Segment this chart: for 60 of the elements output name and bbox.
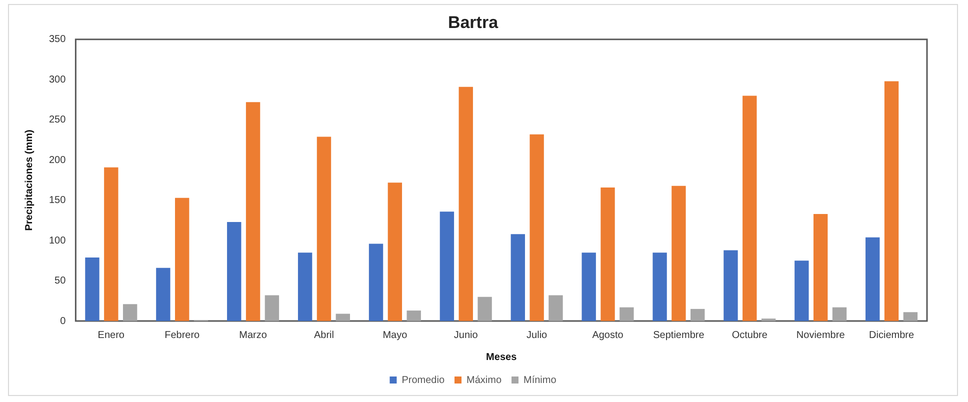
bar bbox=[122, 304, 138, 321]
bar bbox=[832, 307, 847, 321]
x-tick-label: Octubre bbox=[732, 330, 768, 341]
x-tick-label: Enero bbox=[98, 330, 125, 341]
chart-title: Bartra bbox=[448, 12, 499, 32]
x-tick-label: Junio bbox=[454, 330, 478, 341]
bar bbox=[316, 136, 332, 321]
bar bbox=[652, 252, 667, 321]
legend-label: Mínimo bbox=[524, 374, 557, 386]
bar bbox=[175, 198, 190, 321]
bar bbox=[156, 268, 170, 321]
bar bbox=[724, 250, 738, 321]
bar bbox=[690, 308, 705, 321]
bar bbox=[582, 252, 596, 321]
y-tick-label: 150 bbox=[48, 195, 66, 206]
x-axis-title: Meses bbox=[486, 352, 518, 363]
bar bbox=[478, 296, 492, 321]
y-tick-label: 350 bbox=[48, 34, 66, 46]
bar bbox=[530, 134, 544, 321]
bar bbox=[866, 237, 880, 321]
x-tick-label: Noviembre bbox=[796, 330, 846, 341]
bar bbox=[264, 295, 280, 321]
x-tick-label: Marzo bbox=[239, 330, 268, 341]
bar bbox=[406, 310, 421, 321]
bar bbox=[620, 307, 634, 321]
y-tick-label: 100 bbox=[48, 235, 66, 246]
x-tick-label: Mayo bbox=[382, 330, 408, 341]
bar bbox=[368, 244, 384, 321]
bar bbox=[903, 312, 918, 321]
y-tick-label: 300 bbox=[48, 74, 66, 86]
bar bbox=[794, 260, 809, 321]
y-tick-label: 0 bbox=[60, 316, 66, 327]
bar bbox=[336, 314, 350, 321]
bar bbox=[458, 86, 473, 321]
bar bbox=[884, 81, 899, 321]
bar bbox=[104, 167, 118, 321]
x-tick-label: Abril bbox=[314, 330, 334, 341]
legend-label: Promedio bbox=[402, 374, 445, 386]
x-tick-label: Agosto bbox=[592, 330, 624, 341]
y-tick-label: 250 bbox=[48, 114, 66, 126]
bar bbox=[298, 252, 312, 321]
bar bbox=[246, 102, 260, 321]
bar bbox=[85, 257, 100, 321]
bar bbox=[388, 182, 402, 321]
bar bbox=[510, 234, 525, 321]
bar bbox=[600, 187, 615, 321]
bar bbox=[813, 214, 828, 321]
y-tick-label: 50 bbox=[54, 276, 66, 287]
bar bbox=[440, 212, 454, 321]
x-tick-label: Septiembre bbox=[653, 330, 705, 341]
x-tick-label: Febrero bbox=[164, 330, 200, 341]
x-tick-label: Diciembre bbox=[869, 330, 914, 341]
y-axis-title: Precipitaciones (mm) bbox=[24, 130, 35, 231]
bar bbox=[672, 186, 686, 321]
x-tick-label: Julio bbox=[526, 330, 548, 341]
bar bbox=[548, 295, 563, 321]
legend-label: Máximo bbox=[466, 374, 502, 386]
bar bbox=[742, 96, 757, 321]
bar bbox=[227, 222, 242, 321]
y-tick-label: 200 bbox=[48, 154, 66, 166]
